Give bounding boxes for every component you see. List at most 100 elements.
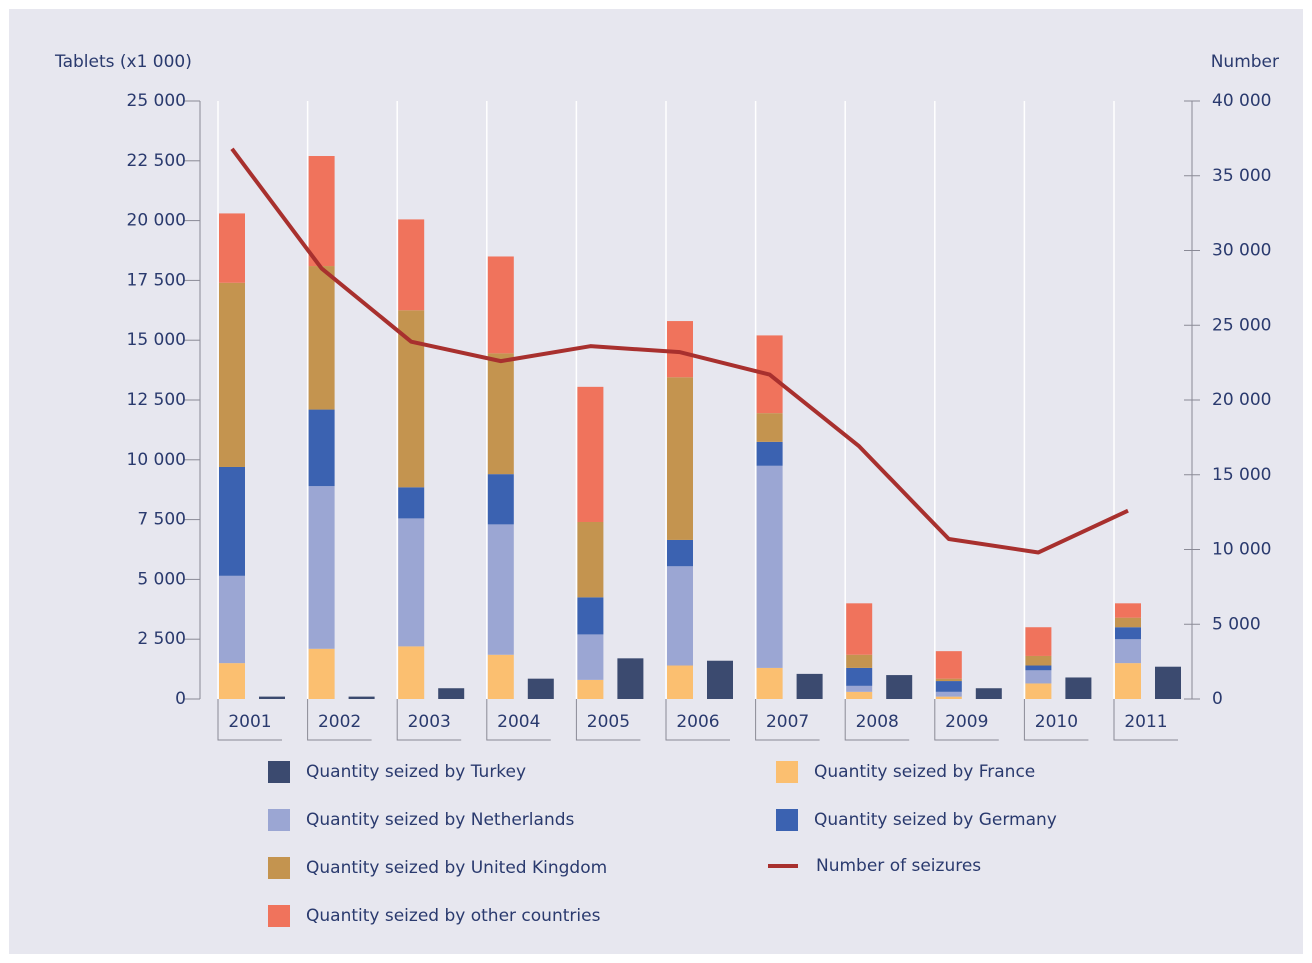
legend-label: Quantity seized by Germany [814, 810, 1057, 830]
bar-segment [1115, 617, 1141, 628]
bar-segment [219, 282, 245, 467]
category-bracket [755, 699, 820, 741]
bar-segment [398, 487, 425, 519]
category-bracket [665, 699, 730, 741]
bar-segment [577, 597, 604, 635]
x-tick-label: 2001 [228, 712, 271, 732]
x-tick-label: 2006 [676, 712, 719, 732]
y2-tick-label: 10 000 [1212, 540, 1271, 560]
bar-segment [667, 377, 693, 540]
bar-segment [219, 466, 245, 576]
bar-segment [667, 665, 693, 699]
legend-label: Quantity seized by France [814, 762, 1035, 782]
bar-segment [577, 679, 604, 699]
bar-segment [1115, 603, 1141, 618]
bar-segment [219, 663, 245, 699]
bar-segment [398, 219, 425, 311]
category-bracket [217, 699, 282, 741]
x-tick-label: 2003 [408, 712, 451, 732]
y-tick-label: 12 500 [127, 390, 186, 410]
y-tick-label: 0 [175, 689, 186, 709]
bar-segment [935, 691, 962, 697]
bar [796, 673, 823, 699]
bar-segment [756, 413, 783, 442]
bar-segment [756, 441, 783, 466]
x-tick-label: 2005 [587, 712, 630, 732]
bar-segment [935, 681, 962, 692]
bar-segment [667, 321, 693, 378]
bar-segment [1025, 655, 1052, 666]
bar [438, 688, 465, 699]
bar-segment [667, 539, 693, 567]
y-tick-label: 7 500 [137, 510, 186, 530]
bar-segment [487, 256, 514, 354]
category-bracket [396, 699, 462, 741]
bar-segment [1025, 665, 1052, 671]
bar-segment [487, 524, 514, 655]
y2-tick-label: 5 000 [1212, 614, 1261, 634]
legend-swatch [268, 857, 290, 879]
bar-segment [935, 696, 962, 699]
bar [617, 658, 644, 699]
bar-segment [487, 654, 514, 699]
x-tick-label: 2011 [1124, 712, 1167, 732]
y2-tick-label: 35 000 [1212, 166, 1271, 186]
x-tick-label: 2004 [497, 712, 540, 732]
legend-swatch [268, 809, 290, 831]
y-axis-label: Tablets (x1 000) [54, 52, 192, 72]
bar [707, 660, 733, 699]
bar-segment [487, 474, 514, 525]
category-bracket [934, 699, 999, 741]
x-tick-label: 2010 [1035, 712, 1078, 732]
bar [527, 678, 554, 699]
y-tick-label: 17 500 [127, 270, 186, 290]
y2-tick-label: 20 000 [1212, 390, 1271, 410]
bar-segment [1025, 627, 1052, 656]
y-tick-label: 22 500 [127, 151, 186, 171]
y2-tick-label: 40 000 [1212, 91, 1271, 111]
bar [886, 675, 913, 699]
category-bracket [1023, 699, 1089, 741]
bar-segment [1025, 683, 1052, 699]
bar-segment [1025, 670, 1052, 684]
y-tick-label: 20 000 [127, 211, 186, 231]
chart-background [9, 9, 1303, 954]
x-tick-label: 2007 [766, 712, 809, 732]
y-tick-label: 15 000 [127, 330, 186, 350]
bar-segment [308, 409, 335, 487]
x-tick-label: 2008 [856, 712, 899, 732]
bar-segment [577, 634, 604, 680]
bar-segment [667, 566, 693, 666]
bar-segment [1115, 663, 1141, 699]
y-tick-label: 2 500 [137, 629, 186, 649]
x-tick-label: 2002 [318, 712, 361, 732]
bar [259, 696, 285, 699]
bar-segment [308, 486, 335, 649]
bar-segment [846, 603, 873, 655]
category-bracket [307, 699, 372, 741]
bar-segment [577, 386, 604, 522]
bar-segment [756, 465, 783, 668]
y2-axis-label: Number [1211, 52, 1279, 72]
bar-segment [398, 310, 425, 488]
legend-label: Quantity seized by Netherlands [306, 810, 575, 830]
y2-tick-label: 15 000 [1212, 465, 1271, 485]
bar-segment [846, 691, 873, 699]
bar-segment [398, 646, 425, 699]
line-series [230, 147, 1129, 555]
bar-segment [935, 651, 962, 679]
bar-segment [219, 213, 245, 283]
bar-segment [935, 678, 962, 682]
y-tick-label: 10 000 [127, 450, 186, 470]
legend-label: Quantity seized by United Kingdom [306, 858, 607, 878]
bar [348, 696, 375, 699]
bar-segment [846, 685, 873, 692]
legend-label: Number of seizures [816, 856, 981, 876]
bar-segment [308, 156, 335, 267]
y-tick-label: 25 000 [127, 91, 186, 111]
bar [975, 688, 1002, 699]
legend-swatch [776, 761, 798, 783]
bar-segment [308, 648, 335, 699]
bar-segment [398, 518, 425, 647]
